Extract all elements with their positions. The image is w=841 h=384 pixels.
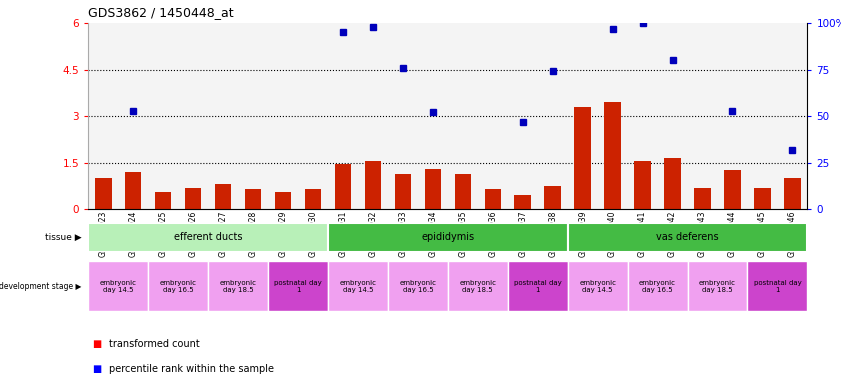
Bar <box>664 158 680 209</box>
Text: vas deferens: vas deferens <box>656 232 719 242</box>
Bar <box>88 223 328 252</box>
Text: embryonic
day 18.5: embryonic day 18.5 <box>459 280 496 293</box>
Bar <box>605 102 621 209</box>
Bar <box>215 184 231 209</box>
Bar <box>455 174 471 209</box>
Bar <box>335 164 352 209</box>
Bar <box>784 178 801 209</box>
Text: embryonic
day 14.5: embryonic day 14.5 <box>579 280 616 293</box>
Text: embryonic
day 18.5: embryonic day 18.5 <box>220 280 257 293</box>
Bar <box>185 187 201 209</box>
Text: postnatal day
1: postnatal day 1 <box>754 280 801 293</box>
Bar <box>425 169 441 209</box>
Text: epididymis: epididymis <box>421 232 474 242</box>
Bar <box>88 261 148 311</box>
Text: embryonic
day 16.5: embryonic day 16.5 <box>160 280 197 293</box>
Bar <box>568 223 807 252</box>
Text: postnatal day
1: postnatal day 1 <box>514 280 562 293</box>
Bar <box>724 170 741 209</box>
Bar <box>275 192 291 209</box>
Text: efferent ducts: efferent ducts <box>174 232 242 242</box>
Text: percentile rank within the sample: percentile rank within the sample <box>109 364 274 374</box>
Bar <box>544 186 561 209</box>
Text: GDS3862 / 1450448_at: GDS3862 / 1450448_at <box>88 6 234 19</box>
Bar <box>447 261 508 311</box>
Bar <box>748 261 807 311</box>
Bar <box>627 261 687 311</box>
Bar <box>148 261 208 311</box>
Bar <box>574 107 591 209</box>
Text: transformed count: transformed count <box>109 339 200 349</box>
Bar <box>95 178 112 209</box>
Text: embryonic
day 16.5: embryonic day 16.5 <box>639 280 676 293</box>
Text: embryonic
day 14.5: embryonic day 14.5 <box>100 280 137 293</box>
Bar <box>328 261 388 311</box>
Bar <box>568 261 627 311</box>
Text: embryonic
day 14.5: embryonic day 14.5 <box>340 280 377 293</box>
Text: development stage ▶: development stage ▶ <box>0 281 82 291</box>
Bar <box>328 223 568 252</box>
Bar <box>365 161 381 209</box>
Text: ■: ■ <box>93 339 102 349</box>
Bar <box>754 187 770 209</box>
Bar <box>155 192 172 209</box>
Bar <box>515 195 531 209</box>
Text: ■: ■ <box>93 364 102 374</box>
Bar <box>634 161 651 209</box>
Bar <box>208 261 268 311</box>
Bar <box>125 172 141 209</box>
Bar <box>484 189 501 209</box>
Bar <box>695 187 711 209</box>
Text: postnatal day
1: postnatal day 1 <box>274 280 322 293</box>
Text: embryonic
day 16.5: embryonic day 16.5 <box>399 280 436 293</box>
Text: tissue ▶: tissue ▶ <box>45 233 82 242</box>
Bar <box>268 261 328 311</box>
Text: embryonic
day 18.5: embryonic day 18.5 <box>699 280 736 293</box>
Bar <box>508 261 568 311</box>
Bar <box>388 261 447 311</box>
Bar <box>394 174 411 209</box>
Bar <box>245 189 262 209</box>
Bar <box>687 261 748 311</box>
Bar <box>304 189 321 209</box>
